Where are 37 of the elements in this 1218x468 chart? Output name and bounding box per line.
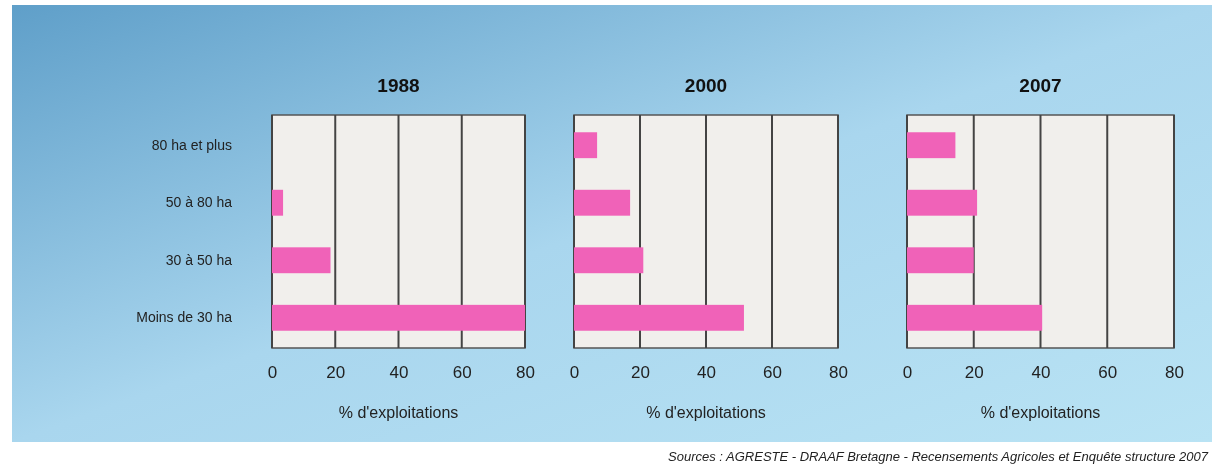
x-tick-label: 0 [569,363,580,383]
source-note: Sources : AGRESTE - DRAAF Bretagne - Recensements Agricoles et Enquête structure 2007 [668,449,1209,464]
x-tick-label: 80 [1165,363,1184,383]
x-tick-label: 20 [964,363,984,383]
y-tick-label: 80 ha et plus [151,136,232,153]
x-axis-title: % d'exploitations [646,404,766,421]
x-tick-label: 20 [326,363,346,383]
x-tick-label: 60 [452,363,472,383]
bar [574,132,598,159]
x-tick-label: 0 [267,363,278,383]
bar [574,304,744,331]
x-axis-title: % d'exploitations [980,404,1101,421]
y-tick-label: 50 à 80 ha [165,194,233,211]
x-tick-label: 60 [763,363,782,383]
y-tick-label: 30 à 50 ha [165,251,233,268]
bar [907,304,1043,331]
bar [272,189,284,216]
chart-title: 2007 [1019,75,1062,96]
x-tick-label: 40 [697,363,716,383]
bar [907,189,978,216]
bar [907,247,974,274]
x-tick-label: 80 [829,363,848,383]
bar [574,189,631,216]
x-tick-label: 0 [902,363,913,383]
x-tick-label: 40 [1031,363,1051,383]
chart-title: 1988 [377,75,420,96]
y-tick-label: Moins de 30 ha [136,309,233,326]
bar [907,132,956,159]
x-tick-label: 80 [516,363,535,383]
x-axis-title: % d'exploitations [338,404,459,421]
x-tick-label: 20 [631,363,650,383]
bar [574,247,644,274]
x-tick-label: 60 [1098,363,1118,383]
bar [272,247,331,274]
chart-title: 2000 [684,75,728,96]
x-tick-label: 40 [389,363,409,383]
bar [272,304,525,331]
